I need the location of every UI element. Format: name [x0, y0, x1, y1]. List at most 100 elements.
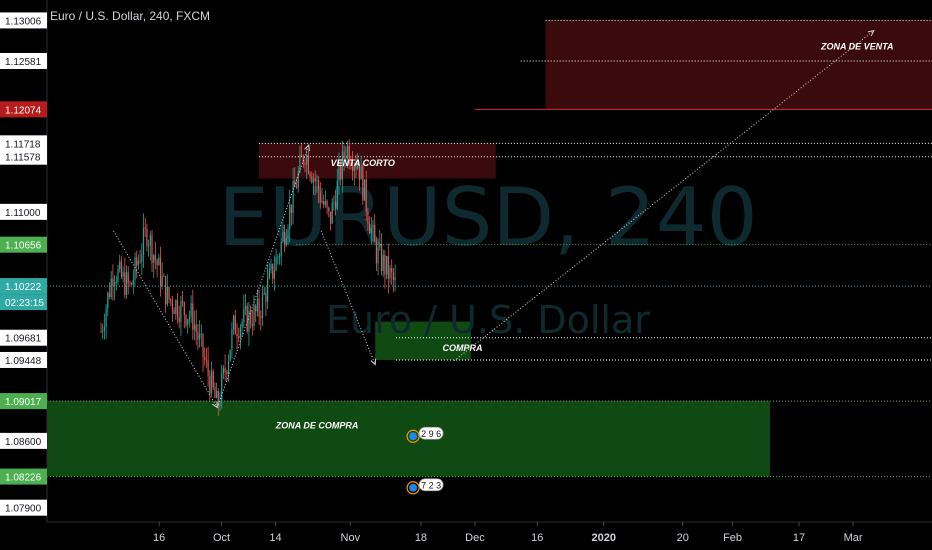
price-tick-label: 1.08226 [5, 473, 42, 484]
candle-body [226, 372, 228, 374]
levels-layer [47, 19, 932, 478]
arrow-head [304, 143, 310, 152]
candle-body [297, 171, 299, 189]
price-tick-box [0, 351, 47, 368]
event-badge-text: 7 2 3 [421, 480, 441, 490]
time-tick-label: Dec [465, 532, 485, 544]
candle-body [102, 330, 104, 332]
candle-body [209, 375, 211, 394]
candle-body [307, 154, 310, 174]
candle-body [357, 166, 359, 169]
event-badge[interactable] [418, 426, 444, 440]
event-icon[interactable] [406, 481, 420, 495]
candle-body [331, 202, 333, 224]
candle-body [384, 254, 386, 275]
time-tick-label: 16 [153, 532, 165, 544]
candle-body [161, 275, 163, 286]
projection-arrow [113, 230, 218, 408]
candle-body [295, 187, 298, 189]
candle-body [272, 264, 274, 279]
price-tick-label: 1.11578 [5, 153, 41, 164]
badges-layer: 2 9 6 7 2 3 [406, 426, 444, 495]
candle-body [336, 180, 338, 209]
candle-body [352, 166, 354, 172]
time-tick-label: Mar [844, 532, 863, 544]
candle-body [197, 331, 199, 340]
time-tick-label: 20 [677, 532, 689, 544]
candle-body [379, 243, 381, 248]
candle-body [321, 201, 323, 203]
candle-body [285, 238, 287, 246]
candle-body [233, 315, 235, 330]
watermark-description: Euro / U.S. Dollar [326, 298, 650, 342]
event-icon-core [409, 483, 418, 492]
candle-body [346, 146, 349, 159]
candle-body [127, 272, 129, 283]
candle-body [125, 272, 128, 295]
candle-body [340, 164, 342, 180]
price-axis[interactable]: 1.13006 1.12581 1.12074 1.11718 1.11578 1.110… [0, 12, 47, 516]
watermark-symbol: EURUSD, 240 [218, 171, 757, 264]
arrow-head [867, 29, 875, 37]
time-axis[interactable]: 16 Oct 14 Nov 18 Dec 16 2020 20 Feb 17 Mar [153, 522, 863, 544]
candle-body [360, 165, 362, 180]
candle-body [119, 261, 121, 270]
candle-body [202, 334, 204, 358]
price-tick-box [0, 468, 47, 485]
candle-body [391, 267, 393, 273]
price-tick-box [0, 236, 47, 253]
candle-body [156, 260, 158, 266]
candle-body [137, 261, 140, 266]
candle-body [229, 349, 231, 361]
countdown-box [0, 294, 47, 311]
candle-body [312, 178, 315, 183]
candle-body [243, 308, 245, 322]
candle-body [166, 287, 168, 305]
price-tick-box [0, 432, 47, 449]
candle-body [265, 292, 267, 303]
candle-body [301, 154, 303, 157]
candle-body [261, 293, 264, 318]
candle-body [108, 292, 111, 297]
event-badge[interactable] [418, 478, 444, 492]
countdown-label: 02:23:15 [5, 298, 44, 309]
candle-body [392, 272, 395, 280]
candle-body [217, 390, 219, 407]
candle-body [112, 278, 114, 286]
zone-label: ZONA DE VENTA [820, 42, 894, 52]
candle-body [173, 309, 175, 314]
projection-arrow [320, 230, 376, 365]
candle-body [154, 255, 157, 261]
candle-body [168, 287, 170, 300]
price-tick-box [0, 203, 47, 220]
candle-body [244, 306, 247, 309]
candle-body [302, 156, 304, 163]
price-tick-box [0, 499, 47, 516]
candle-body [170, 299, 172, 301]
candle-body [183, 302, 185, 315]
projection-arrow [216, 144, 310, 408]
candle-body [374, 224, 376, 243]
candle-body [120, 261, 123, 277]
zones-layer [47, 20, 932, 477]
time-tick-label: 17 [793, 532, 805, 544]
event-icon[interactable] [406, 429, 420, 443]
candle-body [105, 308, 107, 328]
zone-rect [375, 321, 471, 360]
arrow-head [370, 358, 377, 366]
candle-body [195, 324, 197, 332]
candle-body [250, 310, 252, 324]
candle-body [355, 165, 357, 169]
candle-body [234, 315, 236, 335]
price-tick-box [0, 393, 47, 410]
candle-body [153, 255, 155, 264]
candle-body [187, 319, 189, 325]
candle-body [377, 247, 379, 264]
candle-body [267, 278, 269, 303]
candle-body [151, 235, 153, 264]
candle-body [258, 298, 260, 317]
time-tick-label: 18 [415, 532, 427, 544]
candle-body [326, 201, 328, 208]
zone-label: VENTA CORTO [331, 158, 395, 168]
